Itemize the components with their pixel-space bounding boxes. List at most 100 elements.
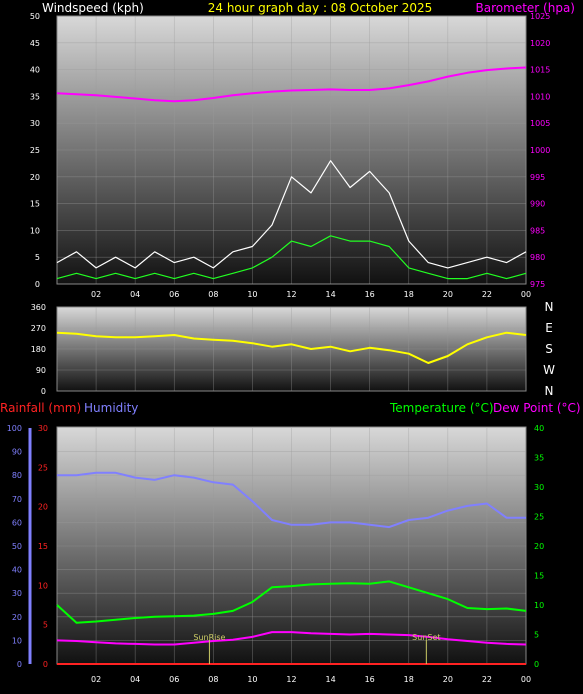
temperature-tick-label: 20 bbox=[534, 542, 544, 551]
time-tick-label: 02 bbox=[91, 675, 101, 684]
rain-tick-label: 0 bbox=[43, 660, 48, 669]
time-tick-label: 08 bbox=[208, 675, 218, 684]
time-tick-label: 10 bbox=[247, 290, 257, 299]
time-tick-label: 12 bbox=[286, 290, 296, 299]
direction-tick-label: 90 bbox=[36, 366, 46, 375]
compass-label: E bbox=[545, 321, 553, 335]
climate-grid bbox=[57, 428, 526, 664]
barometer-tick-label: 1010 bbox=[530, 92, 550, 101]
compass-label: W bbox=[543, 363, 555, 377]
temperature-tick-label: 10 bbox=[534, 601, 544, 610]
windspeed-tick-label: 0 bbox=[35, 280, 40, 289]
legend-humidity: Humidity bbox=[84, 401, 138, 415]
time-tick-label: 20 bbox=[443, 675, 453, 684]
direction-tick-label: 360 bbox=[31, 303, 46, 312]
windspeed-tick-label: 20 bbox=[30, 173, 40, 182]
barometer-tick-label: 990 bbox=[530, 200, 545, 209]
barometer-line bbox=[56, 66, 527, 103]
time-tick-label: 18 bbox=[404, 675, 414, 684]
compass-label: N bbox=[545, 384, 554, 398]
windspeed-tick-label: 10 bbox=[30, 226, 40, 235]
time-tick-label: 04 bbox=[130, 675, 140, 684]
time-tick-label: 00 bbox=[521, 290, 531, 299]
time-tick-label: 18 bbox=[404, 290, 414, 299]
time-tick-label: 14 bbox=[325, 290, 335, 299]
humidity-line bbox=[57, 471, 526, 529]
time-tick-label: 06 bbox=[169, 675, 179, 684]
humidity-tick-label: 80 bbox=[12, 471, 22, 480]
time-tick-label: 10 bbox=[247, 675, 257, 684]
compass-label: S bbox=[545, 342, 553, 356]
legend-dewpoint: Dew Point (°C) bbox=[493, 401, 581, 415]
sun-markers: SunRise SunSet bbox=[193, 633, 441, 664]
rain-tick-label: 30 bbox=[38, 424, 48, 433]
temperature-tick-label: 35 bbox=[534, 454, 544, 463]
humidity-tick-label: 30 bbox=[12, 589, 22, 598]
direction-series bbox=[56, 331, 527, 364]
barometer-tick-label: 1000 bbox=[530, 146, 550, 155]
rain-tick-label: 20 bbox=[38, 503, 48, 512]
windspeed-tick-label: 35 bbox=[30, 92, 40, 101]
time-tick-label: 00 bbox=[521, 675, 531, 684]
direction-axis-ticks: 0 90 180 270 360 bbox=[31, 303, 46, 396]
wind-time-axis: 02 04 06 08 10 12 14 16 18 20 22 00 bbox=[91, 290, 531, 299]
temperature-tick-label: 25 bbox=[534, 513, 544, 522]
windspeed-tick-label: 25 bbox=[30, 146, 40, 155]
time-tick-label: 22 bbox=[482, 290, 492, 299]
climate-panel: 0 10 20 30 40 50 60 70 80 90 100 0 5 10 15 20 25 30 0 5 10… bbox=[7, 424, 544, 684]
time-tick-label: 06 bbox=[169, 290, 179, 299]
time-tick-label: 14 bbox=[325, 675, 335, 684]
humidity-tick-label: 10 bbox=[12, 636, 22, 645]
barometer-tick-label: 975 bbox=[530, 280, 545, 289]
temperature-tick-label: 5 bbox=[534, 631, 539, 640]
wind-grid bbox=[57, 16, 526, 284]
temperature-axis-ticks: 0 5 10 15 20 25 30 35 40 bbox=[534, 424, 544, 669]
legend-rainfall: Rainfall (mm) bbox=[0, 401, 81, 415]
temperature-tick-label: 15 bbox=[534, 572, 544, 581]
humidity-tick-label: 0 bbox=[17, 660, 22, 669]
temperature-tick-label: 0 bbox=[534, 660, 539, 669]
compass-label: N bbox=[545, 300, 554, 314]
time-tick-label: 16 bbox=[365, 675, 375, 684]
rain-tick-label: 15 bbox=[38, 542, 48, 551]
barometer-tick-label: 1025 bbox=[530, 12, 550, 21]
humidity-axis-ticks: 0 10 20 30 40 50 60 70 80 90 100 bbox=[7, 424, 22, 669]
humidity-tick-label: 60 bbox=[12, 518, 22, 527]
wind-series bbox=[56, 66, 527, 280]
windspeed-tick-label: 45 bbox=[30, 39, 40, 48]
direction-tick-label: 180 bbox=[31, 345, 46, 354]
barometer-axis-title: Barometer (hpa) bbox=[476, 1, 575, 15]
rain-axis-ticks: 0 5 10 15 20 25 30 bbox=[38, 424, 48, 669]
rain-tick-label: 5 bbox=[43, 621, 48, 630]
time-tick-label: 04 bbox=[130, 290, 140, 299]
climate-series bbox=[56, 471, 527, 665]
humidity-tick-label: 70 bbox=[12, 495, 22, 504]
time-tick-label: 08 bbox=[208, 290, 218, 299]
windspeed-tick-label: 5 bbox=[35, 253, 40, 262]
direction-line bbox=[56, 331, 527, 364]
time-tick-label: 02 bbox=[91, 290, 101, 299]
barometer-tick-label: 1020 bbox=[530, 39, 550, 48]
direction-grid bbox=[57, 307, 526, 391]
temperature-tick-label: 40 bbox=[534, 424, 544, 433]
windspeed-tick-label: 15 bbox=[30, 200, 40, 209]
time-tick-label: 22 bbox=[482, 675, 492, 684]
windspeed-tick-label: 30 bbox=[30, 119, 40, 128]
barometer-axis-ticks: 975 980 985 990 995 1000 1005 1010 1015 1020 1025 bbox=[530, 12, 550, 289]
dewpoint-line bbox=[56, 631, 527, 646]
time-tick-label: 16 bbox=[365, 290, 375, 299]
barometer-tick-label: 985 bbox=[530, 226, 545, 235]
windspeed-tick-label: 40 bbox=[30, 66, 40, 75]
barometer-tick-label: 980 bbox=[530, 253, 545, 262]
temperature-tick-label: 30 bbox=[534, 483, 544, 492]
rain-tick-label: 25 bbox=[38, 463, 48, 472]
barometer-tick-label: 1005 bbox=[530, 119, 550, 128]
direction-tick-label: 0 bbox=[41, 387, 46, 396]
sun-marker-label: SunSet bbox=[412, 633, 440, 642]
rain-tick-label: 10 bbox=[38, 581, 48, 590]
temperature-line bbox=[56, 580, 527, 624]
windspeed-tick-label: 50 bbox=[30, 12, 40, 21]
